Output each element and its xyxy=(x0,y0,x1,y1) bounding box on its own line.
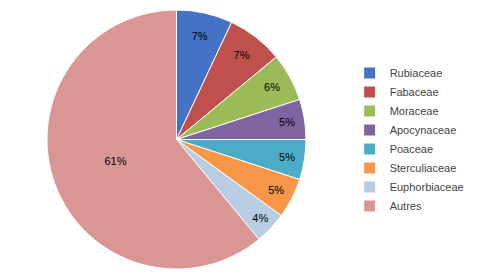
svg-text:Euphorbiaceae: Euphorbiaceae xyxy=(390,181,464,193)
svg-text:Autres: Autres xyxy=(390,200,422,212)
svg-text:4%: 4% xyxy=(252,212,268,224)
svg-text:7%: 7% xyxy=(234,49,250,61)
svg-text:Fabaceae: Fabaceae xyxy=(390,86,439,98)
svg-text:6%: 6% xyxy=(264,81,280,93)
svg-text:Apocynaceae: Apocynaceae xyxy=(390,124,457,136)
svg-text:61%: 61% xyxy=(104,155,126,167)
svg-text:7%: 7% xyxy=(192,30,208,42)
svg-text:5%: 5% xyxy=(268,184,284,196)
svg-text:Sterculiaceae: Sterculiaceae xyxy=(390,162,457,174)
svg-text:5%: 5% xyxy=(279,151,295,163)
svg-text:Moraceae: Moraceae xyxy=(390,105,439,117)
svg-text:Poaceae: Poaceae xyxy=(390,143,433,155)
svg-text:5%: 5% xyxy=(279,116,295,128)
svg-text:Rubiaceae: Rubiaceae xyxy=(390,67,443,79)
